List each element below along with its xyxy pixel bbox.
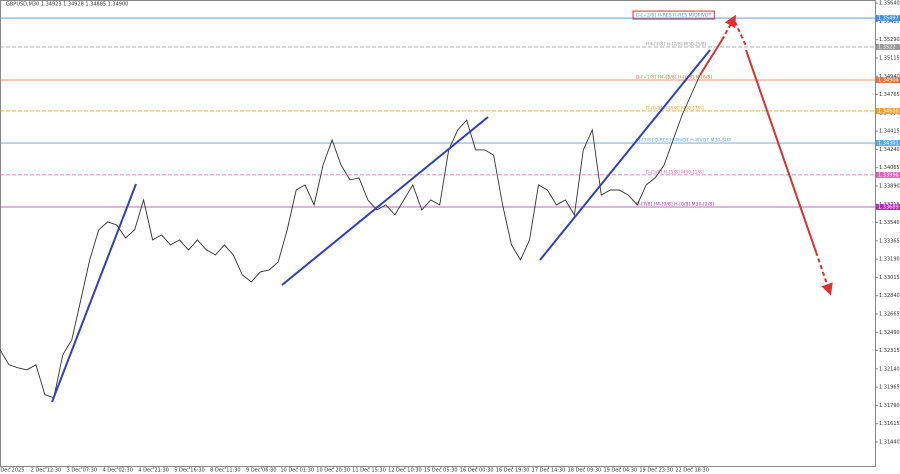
level-label: W-[7/8] D-RES H-PIVOT H-PIVOT M30-SUP [636, 138, 731, 144]
level-label: H4-[7/8] H-[7/8] M30-[5/8] [646, 42, 707, 48]
chart-title: GBPUSD,M30 1.34923 1.34928 1.34885 1.349… [6, 2, 128, 8]
x-tick-label: 10 Dec 01:30 [280, 468, 314, 474]
price-line [0, 74, 701, 399]
level-price: 1.33689 [878, 204, 899, 210]
y-tick-label: 1.34065 [879, 165, 900, 171]
y-tick-label: 1.32490 [879, 330, 900, 336]
projection [699, 14, 833, 296]
y-tick-label: 1.34765 [879, 92, 900, 98]
x-tick-label: 15 Dec 05:30 [424, 468, 458, 474]
y-tick-label: 1.33890 [879, 183, 900, 189]
level-price-box [876, 203, 900, 210]
x-tick-label: 4 Dec 02:30 [102, 468, 132, 474]
level-label: D-[+1/8] H4-[8/8] H-[8/8] M-[6/8] [636, 75, 712, 81]
level-price-box [876, 140, 900, 147]
y-tick-label: 1.34940 [879, 74, 900, 80]
y-tick-label: 1.31965 [879, 385, 900, 391]
level-price-box [876, 44, 900, 51]
x-tick-label: 5 Dec 16:30 [174, 468, 204, 474]
x-tick-label: 2 Dec 12:30 [31, 468, 61, 474]
y-tick-label: 1.35640 [879, 1, 900, 7]
level-price: 1.34608 [878, 108, 899, 114]
y-tick-label: 1.32665 [879, 311, 900, 317]
level-price: 1.35497 [878, 16, 899, 22]
plot-frame [0, 0, 876, 467]
y-tick-label: 1.31440 [879, 439, 900, 445]
level-price-box [876, 171, 900, 178]
trend-lines [51, 49, 711, 403]
trend-line [51, 183, 137, 403]
x-tick-label: 8 Dec 11:30 [210, 468, 240, 474]
level-price: 1.33996 [878, 172, 899, 178]
trend-line [281, 116, 489, 286]
x-tick-label: 3 Dec 07:30 [67, 468, 97, 474]
level-label-box [632, 10, 715, 20]
y-tick-label: 1.35465 [879, 19, 900, 25]
y-tick-label: 1.33540 [879, 220, 900, 226]
y-tick-label: 1.31790 [879, 403, 900, 409]
projection-line [699, 39, 723, 76]
x-tick-label: 10 Dec 20:30 [316, 468, 350, 474]
level-price-box [876, 107, 900, 114]
x-tick-label: 16 Dec 19:30 [496, 468, 530, 474]
x-tick-label: 4 Dec 21:30 [138, 468, 168, 474]
x-tick-label: 18 Dec 09:30 [568, 468, 602, 474]
y-tick-label: 1.32315 [879, 348, 900, 354]
y-tick-label: 1.35290 [879, 37, 900, 43]
x-tick-label: 22 Dec 18:30 [675, 468, 709, 474]
trend-line [539, 49, 711, 261]
level-price: 1.3522 [878, 45, 896, 51]
y-tick-label: 1.33190 [879, 257, 900, 263]
level-label: D-[6/8] H-[6/8] M30-[7/8] [646, 105, 704, 111]
level-price-box [876, 77, 900, 84]
projection-line [745, 49, 817, 253]
projection-line [721, 14, 736, 41]
x-tick-label: 19 Dec 23:30 [639, 468, 673, 474]
level-price-box [876, 15, 900, 22]
y-tick-label: 1.34415 [879, 129, 900, 135]
y-tick-label: 1.32140 [879, 366, 900, 372]
y-tick-label: 1.33365 [879, 238, 900, 244]
x-tick-label: 17 Dec 14:30 [532, 468, 566, 474]
x-tick-label: 12 Dec 10:30 [388, 468, 422, 474]
level-label: D-[+2/8] H-RES H-RES M/DPIVOT [636, 13, 711, 19]
x-tick-label: 19 Dec 04:30 [603, 468, 637, 474]
y-tick-label: 1.35115 [879, 55, 900, 61]
x-tick-label: 1 Dec 2025 [0, 468, 24, 474]
x-tick-label: 9 Dec 06:30 [246, 468, 276, 474]
y-tick-label: 1.34240 [879, 147, 900, 153]
level-label: D-[7/8] H4-[0/8] H-[0/8] M30-[2/8] [636, 201, 714, 207]
level-label: D-[5/8] H-[5/8] M30-[1/8] [646, 169, 704, 175]
x-tick-label: 16 Dec 00:30 [460, 468, 494, 474]
y-tick-label: 1.31615 [879, 421, 900, 427]
y-tick-label: 1.32840 [879, 293, 900, 299]
y-tick-label: 1.33015 [879, 275, 900, 281]
x-tick-label: 11 Dec 15:30 [352, 468, 386, 474]
level-price: 1.34904 [878, 78, 899, 84]
projection-line [734, 21, 747, 47]
level-price: 1.34301 [878, 141, 899, 147]
